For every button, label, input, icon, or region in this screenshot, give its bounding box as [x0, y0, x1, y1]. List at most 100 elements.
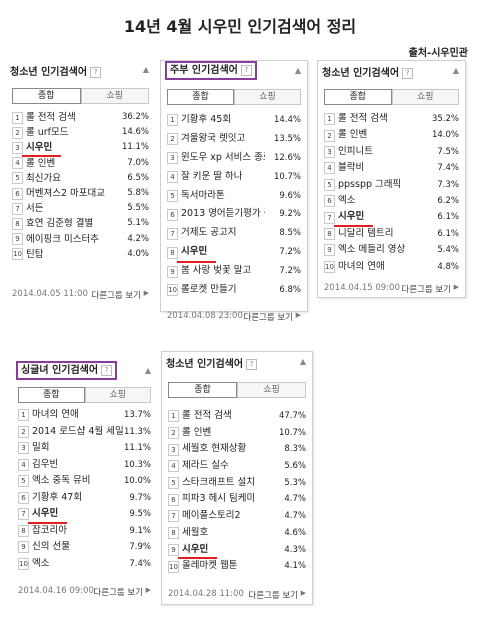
search-keyword[interactable]: 시우민 [338, 211, 365, 223]
list-item[interactable]: 10 마녀의 연애 4.8% [324, 259, 459, 275]
list-item[interactable]: 10 올레마켓 웹툰 4.1% [168, 558, 306, 575]
help-icon[interactable]: ? [246, 359, 258, 370]
arrow-right-icon[interactable]: ▶ [145, 586, 151, 594]
list-item[interactable]: 6 머벤져스2 마포대교 5.8% [12, 186, 149, 201]
collapse-icon[interactable]: ▲ [142, 65, 149, 74]
search-keyword[interactable]: 거제도 공고지 [181, 227, 237, 239]
arrow-right-icon[interactable]: ▶ [300, 589, 306, 597]
list-item[interactable]: 5 최신가요 6.5% [12, 171, 149, 186]
search-keyword[interactable]: 틴탑 [26, 248, 44, 260]
search-keyword[interactable]: 기황후 47회 [32, 491, 83, 503]
search-keyword[interactable]: 마녀의 연애 [32, 409, 79, 420]
list-item[interactable]: 4 블락비 7.4% [324, 160, 459, 176]
list-item[interactable]: 8 니달리 템트리 6.1% [324, 226, 459, 242]
collapse-icon[interactable]: ▲ [452, 66, 459, 75]
other-groups-link[interactable]: 다른그룹 보기 [248, 591, 298, 601]
list-item[interactable]: 10 틴탑 4.0% [12, 247, 149, 262]
other-groups-link[interactable]: 다른그룹 보기 [91, 291, 141, 301]
search-keyword[interactable]: 세월호 [182, 526, 209, 538]
tab-shopping[interactable]: 쇼핑 [237, 382, 306, 398]
search-keyword[interactable]: 머벤져스2 마포대교 [26, 187, 105, 199]
list-item[interactable]: 7 시우민 6.1% [324, 209, 459, 227]
list-item[interactable]: 6 피파3 헤시 팀케미 4.7% [168, 491, 306, 508]
tab-overall[interactable]: 종합 [324, 89, 392, 105]
search-keyword[interactable]: 겨울왕국 렛잇고 [181, 132, 246, 144]
search-keyword[interactable]: 밀회 [32, 442, 50, 453]
list-item[interactable]: 7 시우민 9.5% [18, 506, 151, 524]
list-item[interactable]: 1 마녀의 연애 13.7% [18, 407, 151, 424]
list-item[interactable]: 4 김우빈 10.3% [18, 457, 151, 474]
help-icon[interactable]: ? [90, 67, 102, 78]
list-item[interactable]: 7 메이플스토리2 4.7% [168, 508, 306, 525]
tab-overall[interactable]: 종합 [18, 387, 85, 403]
tab-shopping[interactable]: 쇼핑 [391, 89, 459, 105]
search-keyword[interactable]: 신의 선물 [32, 541, 70, 552]
list-item[interactable]: 1 기황후 45회 14.4% [167, 111, 301, 130]
search-keyword[interactable]: 시우민 [26, 142, 53, 154]
search-keyword[interactable]: 마녀의 연애 [338, 260, 385, 272]
search-keyword[interactable]: 니달리 템트리 [338, 227, 394, 239]
list-item[interactable]: 8 잡코리아 9.1% [18, 523, 151, 540]
search-keyword[interactable]: 2014 로드샵 4월 세일 [32, 425, 124, 437]
list-item[interactable]: 9 에이핑크 미스터추 4.2% [12, 232, 149, 247]
list-item[interactable]: 5 독서마라톤 9.6% [167, 187, 301, 206]
tab-overall[interactable]: 종합 [12, 88, 81, 104]
search-keyword[interactable]: 서든 [26, 203, 44, 215]
list-item[interactable]: 2 겨울왕국 렛잇고 13.5% [167, 130, 301, 149]
collapse-icon[interactable]: ▲ [299, 357, 306, 366]
search-keyword[interactable]: 윈도우 xp 서비스 종료 [181, 151, 265, 163]
search-keyword[interactable]: 제라드 실수 [182, 460, 229, 472]
search-keyword[interactable]: 시우민 [182, 543, 209, 555]
tab-overall[interactable]: 종합 [168, 382, 237, 398]
list-item[interactable]: 2 2014 로드샵 4월 세일 11.3% [18, 424, 151, 441]
arrow-right-icon[interactable]: ▶ [143, 289, 149, 297]
list-item[interactable]: 8 효연 김준형 결별 5.1% [12, 216, 149, 231]
tab-shopping[interactable]: 쇼핑 [80, 88, 149, 104]
search-keyword[interactable]: 롤 인벤 [338, 129, 368, 141]
collapse-icon[interactable]: ▲ [294, 66, 301, 75]
search-keyword[interactable]: 피파3 헤시 팀케미 [182, 493, 256, 505]
list-item[interactable]: 3 시우민 11.1% [12, 140, 149, 157]
list-item[interactable]: 5 스타크래프트 설치 5.3% [168, 475, 306, 492]
list-item[interactable]: 5 엑소 중독 뮤비 10.0% [18, 473, 151, 490]
list-item[interactable]: 7 서든 5.5% [12, 201, 149, 216]
search-keyword[interactable]: 시우민 [32, 508, 59, 519]
search-keyword[interactable]: 잘 키운 딸 하나 [181, 170, 243, 182]
help-icon[interactable]: ? [101, 365, 113, 376]
search-keyword[interactable]: 엑소 [32, 557, 50, 569]
collapse-icon[interactable]: ▲ [144, 366, 151, 375]
search-keyword[interactable]: 스타크래프트 설치 [182, 476, 255, 488]
list-item[interactable]: 9 신의 선물 7.9% [18, 539, 151, 556]
list-item[interactable]: 10 엑소 7.4% [18, 556, 151, 573]
list-item[interactable]: 6 기황후 47회 9.7% [18, 490, 151, 507]
search-keyword[interactable]: 잡코리아 [32, 524, 67, 536]
list-item[interactable]: 3 인피니트 7.5% [324, 144, 459, 160]
search-keyword[interactable]: 롤 전적 검색 [338, 113, 388, 124]
search-keyword[interactable]: 봄 사랑 벚꽃 말고 [181, 265, 252, 277]
search-keyword[interactable]: 세월호 현재상황 [182, 443, 247, 455]
search-keyword[interactable]: 롤 urf모드 [26, 127, 69, 139]
search-keyword[interactable]: 롤 인벤 [182, 426, 212, 438]
other-groups-link[interactable]: 다른그룹 보기 [401, 285, 451, 295]
list-item[interactable]: 7 거제도 공고지 8.5% [167, 224, 301, 243]
list-item[interactable]: 10 롤로켓 만들기 6.8% [167, 281, 301, 300]
other-groups-link[interactable]: 다른그룹 보기 [93, 588, 143, 598]
search-keyword[interactable]: 롤 전적 검색 [26, 112, 76, 123]
list-item[interactable]: 9 시우민 4.3% [168, 542, 306, 560]
search-keyword[interactable]: 2013 영어듣기평가 중2 [181, 208, 265, 220]
list-item[interactable]: 8 세월호 4.6% [168, 525, 306, 542]
list-item[interactable]: 8 시우민 7.2% [167, 243, 301, 264]
search-keyword[interactable]: 독서마라톤 [181, 189, 225, 201]
search-keyword[interactable]: 최신가요 [26, 172, 61, 184]
search-keyword[interactable]: 올레마켓 웹툰 [182, 560, 238, 572]
tab-shopping[interactable]: 쇼핑 [84, 387, 151, 403]
